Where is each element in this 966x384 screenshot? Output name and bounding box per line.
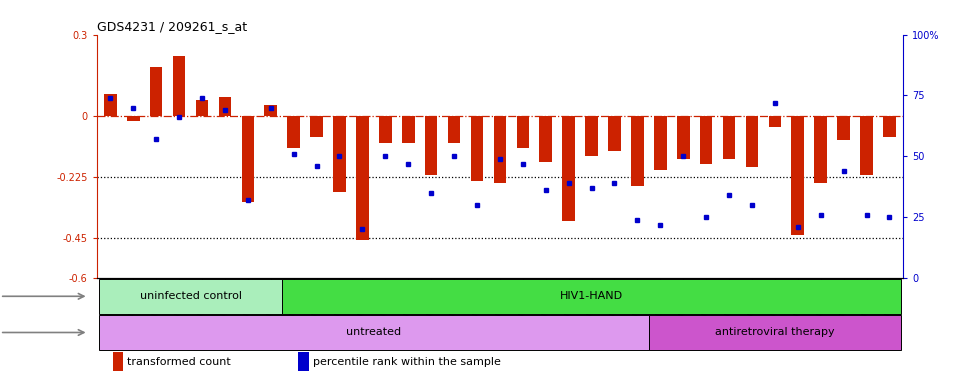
Bar xyxy=(218,97,231,116)
Bar xyxy=(838,116,850,140)
Bar xyxy=(883,116,895,137)
Text: HIV1-HAND: HIV1-HAND xyxy=(560,291,623,301)
Bar xyxy=(585,116,598,156)
Bar xyxy=(127,116,139,121)
Bar xyxy=(379,116,391,143)
Bar xyxy=(242,116,254,202)
Bar xyxy=(425,116,438,175)
Bar xyxy=(814,116,827,184)
Bar xyxy=(699,116,713,164)
Bar xyxy=(746,116,758,167)
Bar xyxy=(517,116,529,148)
Bar xyxy=(310,116,323,137)
Bar xyxy=(609,116,621,151)
Text: uninfected control: uninfected control xyxy=(139,291,242,301)
Bar xyxy=(539,116,552,162)
Bar xyxy=(173,56,185,116)
Text: percentile rank within the sample: percentile rank within the sample xyxy=(313,357,500,367)
Text: antiretroviral therapy: antiretroviral therapy xyxy=(715,328,835,338)
Bar xyxy=(723,116,735,159)
Text: untreated: untreated xyxy=(346,328,402,338)
Bar xyxy=(99,279,282,314)
Bar xyxy=(654,116,667,170)
Bar xyxy=(631,116,643,186)
Bar xyxy=(769,116,781,127)
Bar xyxy=(99,315,649,350)
Bar xyxy=(470,116,483,181)
Bar xyxy=(562,116,575,221)
Bar xyxy=(494,116,506,184)
Bar xyxy=(791,116,804,235)
Bar xyxy=(402,116,414,143)
Bar xyxy=(861,116,873,175)
Bar xyxy=(287,116,300,148)
Bar xyxy=(113,352,124,371)
Text: transformed count: transformed count xyxy=(128,357,231,367)
Bar xyxy=(356,116,369,240)
Bar xyxy=(196,99,209,116)
Bar xyxy=(677,116,690,159)
Bar xyxy=(150,67,162,116)
Bar xyxy=(298,352,309,371)
Bar xyxy=(104,94,117,116)
Bar xyxy=(282,279,901,314)
Bar xyxy=(333,116,346,192)
Text: GDS4231 / 209261_s_at: GDS4231 / 209261_s_at xyxy=(97,20,246,33)
Bar xyxy=(649,315,901,350)
Bar xyxy=(265,105,277,116)
Bar xyxy=(448,116,461,143)
